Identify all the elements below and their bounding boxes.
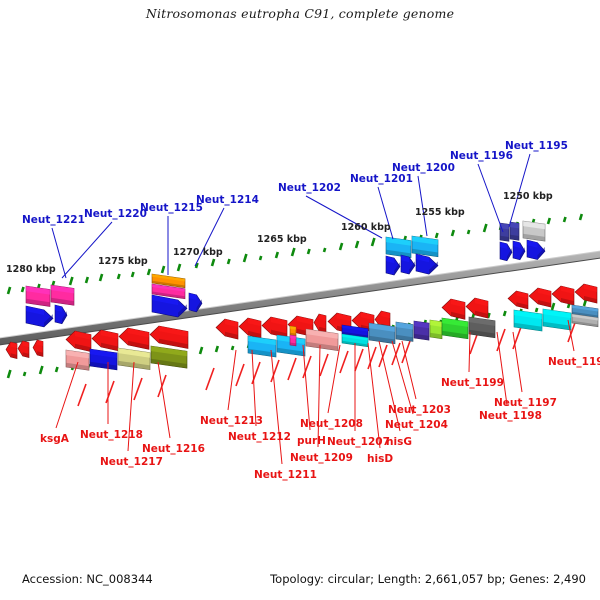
gene-arrow[interactable]: [442, 299, 465, 319]
gene-arrow[interactable]: [18, 341, 29, 358]
feature-label-neut_1218[interactable]: Neut_1218: [80, 430, 143, 441]
gene-arrow[interactable]: [262, 317, 287, 338]
feature-label-neut_1199[interactable]: Neut_1199: [441, 378, 504, 389]
genome-canvas: [0, 0, 600, 600]
feature-label-neut_1197[interactable]: Neut_1197: [494, 398, 557, 409]
gene-arrow[interactable]: [55, 305, 67, 324]
gene-arrow[interactable]: [401, 255, 415, 274]
axis-tick-label: 1270 kbp: [173, 247, 223, 258]
gene-arrow[interactable]: [508, 291, 528, 309]
axis-tick-label: 1255 kbp: [415, 207, 465, 218]
gene-arrow[interactable]: [6, 342, 17, 359]
gene-arrow[interactable]: [529, 288, 551, 307]
gene-arrow[interactable]: [90, 349, 117, 370]
axis-tick-label: 1260 kbp: [341, 222, 391, 233]
feature-label-neut_1215[interactable]: Neut_1215: [140, 203, 203, 214]
feature-label-hisg[interactable]: hisG: [386, 437, 412, 448]
gene-arrow[interactable]: [151, 346, 187, 368]
axis-tick-label: 1250 kbp: [503, 191, 553, 202]
gene-arrow[interactable]: [543, 309, 571, 330]
gene-arrow[interactable]: [527, 240, 545, 260]
topology-text: Topology: circular; Length: 2,661,057 bp…: [270, 572, 586, 586]
gene-arrow[interactable]: [416, 254, 438, 274]
gene-arrow[interactable]: [510, 222, 519, 240]
gene-arrow[interactable]: [26, 306, 53, 327]
gene-arrow[interactable]: [442, 318, 468, 339]
gene-arrow[interactable]: [396, 322, 413, 341]
axis-tick-label: 1265 kbp: [257, 234, 307, 245]
gene-arrow[interactable]: [412, 236, 438, 257]
gene-arrow[interactable]: [469, 317, 495, 338]
axis-tick-label: 1280 kbp: [6, 264, 56, 275]
feature-label-neut_1221[interactable]: Neut_1221: [22, 215, 85, 226]
gene-arrow[interactable]: [290, 326, 296, 336]
gene-arrow[interactable]: [466, 298, 488, 318]
gene-arrow[interactable]: [513, 241, 525, 260]
feature-label-neut_1213[interactable]: Neut_1213: [200, 416, 263, 427]
feature-label-neut_1212[interactable]: Neut_1212: [228, 432, 291, 443]
feature-label-neut_1204[interactable]: Neut_1204: [385, 420, 448, 431]
feature-label-purh[interactable]: purH: [297, 436, 326, 447]
feature-label-neut_1211[interactable]: Neut_1211: [254, 470, 317, 481]
feature-label-neut_1193[interactable]: Neut_1193: [548, 357, 600, 368]
gene-arrow[interactable]: [552, 286, 574, 305]
feature-label-neut_1202[interactable]: Neut_1202: [278, 183, 341, 194]
accession-text: Accession: NC_008344: [22, 572, 153, 586]
gene-arrow[interactable]: [119, 328, 149, 349]
feature-label-hisd[interactable]: hisD: [367, 454, 393, 465]
status-bar: Accession: NC_008344 Topology: circular;…: [0, 572, 600, 592]
feature-label-neut_1208[interactable]: Neut_1208: [300, 419, 363, 430]
gene-arrow[interactable]: [239, 318, 261, 338]
gene-arrow[interactable]: [514, 310, 542, 331]
gene-arrow[interactable]: [575, 284, 597, 303]
feature-label-neut_1220[interactable]: Neut_1220: [84, 209, 147, 220]
gene-arrow[interactable]: [66, 350, 89, 370]
feature-label-neut_1207[interactable]: Neut_1207: [327, 437, 390, 448]
feature-label-neut_1195[interactable]: Neut_1195: [505, 141, 568, 152]
gene-arrow[interactable]: [150, 326, 188, 348]
gene-arrow[interactable]: [33, 340, 43, 356]
gene-arrow[interactable]: [216, 319, 238, 339]
gene-arrow[interactable]: [386, 237, 411, 258]
gene-arrow[interactable]: [386, 256, 400, 275]
feature-label-neut_1196[interactable]: Neut_1196: [450, 151, 513, 162]
feature-label-neut_1214[interactable]: Neut_1214: [196, 195, 259, 206]
feature-label-neut_1209[interactable]: Neut_1209: [290, 453, 353, 464]
gene-arrow[interactable]: [500, 223, 509, 241]
feature-label-neut_1203[interactable]: Neut_1203: [388, 405, 451, 416]
feature-label-neut_1217[interactable]: Neut_1217: [100, 457, 163, 468]
feature-label-ksga[interactable]: ksgA: [40, 434, 69, 445]
gene-arrow[interactable]: [500, 242, 512, 261]
feature-label-neut_1201[interactable]: Neut_1201: [350, 174, 413, 185]
gene-arrow[interactable]: [26, 286, 50, 306]
genome-viewer: Nitrosomonas eutropha C91, complete geno…: [0, 0, 600, 600]
gene-arrow[interactable]: [92, 330, 118, 351]
gene-arrow[interactable]: [430, 320, 442, 339]
gene-arrow[interactable]: [306, 329, 338, 351]
gene-arrow[interactable]: [369, 323, 395, 344]
gene-arrow[interactable]: [51, 285, 74, 305]
feature-label-neut_1198[interactable]: Neut_1198: [479, 411, 542, 422]
feature-label-neut_1200[interactable]: Neut_1200: [392, 163, 455, 174]
gene-arrow[interactable]: [314, 314, 326, 333]
gene-arrow[interactable]: [523, 221, 545, 241]
gene-arrow[interactable]: [414, 321, 429, 340]
feature-label-neut_1216[interactable]: Neut_1216: [142, 444, 205, 455]
axis-tick-label: 1275 kbp: [98, 256, 148, 267]
gene-arrow[interactable]: [290, 335, 296, 346]
